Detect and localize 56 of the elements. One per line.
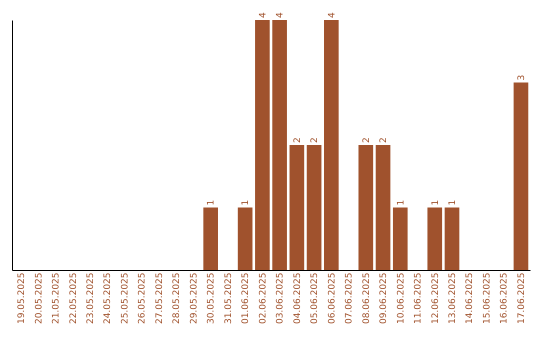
- bar: [427, 208, 442, 270]
- x-tick-label: 13.06.2025: [448, 272, 458, 324]
- data-label: 1: [430, 200, 441, 206]
- data-label: 2: [362, 137, 372, 143]
- x-tick-label: 23.05.2025: [86, 272, 96, 324]
- bar: [272, 20, 287, 270]
- data-label: 1: [396, 200, 406, 206]
- x-tick-label: 31.05.2025: [224, 272, 234, 324]
- x-tick-label: 12.06.2025: [430, 272, 441, 324]
- x-tick-label: 06.06.2025: [327, 272, 338, 324]
- x-tick-label: 09.06.2025: [379, 272, 390, 324]
- x-tick-label: 28.05.2025: [172, 272, 182, 324]
- bar: [306, 145, 322, 270]
- x-tick-label: 07.06.2025: [344, 272, 355, 324]
- bar: [376, 145, 390, 270]
- x-tick-label: 16.06.2025: [500, 272, 510, 324]
- bar: [255, 20, 270, 270]
- bar: [444, 208, 460, 270]
- x-tick-label: 14.06.2025: [465, 272, 476, 324]
- bar: [238, 208, 252, 270]
- bar: [358, 145, 374, 270]
- bar: [203, 208, 218, 270]
- data-label: 2: [310, 137, 320, 143]
- data-label: 4: [258, 12, 268, 18]
- x-tick-label: 02.06.2025: [258, 272, 268, 324]
- x-tick-label: 04.06.2025: [292, 272, 303, 324]
- x-tick-label: 25.05.2025: [120, 272, 130, 324]
- x-tick-label: 22.05.2025: [68, 272, 79, 324]
- x-tick-label: 03.06.2025: [276, 272, 286, 324]
- data-label: 2: [292, 137, 303, 143]
- bar: [392, 208, 408, 270]
- x-tick-label: 20.05.2025: [34, 272, 44, 324]
- data-label: 4: [276, 12, 286, 18]
- bar: [290, 145, 304, 270]
- x-tick-label: 01.06.2025: [241, 272, 252, 324]
- data-label: 2: [379, 137, 390, 143]
- data-label: 1: [206, 200, 217, 206]
- x-tick-label: 26.05.2025: [138, 272, 148, 324]
- x-tick-label: 08.06.2025: [362, 272, 372, 324]
- x-tick-label: 30.05.2025: [206, 272, 217, 324]
- x-tick-label: 17.06.2025: [516, 272, 527, 324]
- bar: [514, 82, 528, 270]
- x-tick-label: 10.06.2025: [396, 272, 406, 324]
- data-label: 4: [327, 12, 338, 18]
- data-label: 1: [241, 200, 252, 206]
- x-tick-label: 21.05.2025: [52, 272, 62, 324]
- data-label: 3: [516, 74, 527, 80]
- x-tick-label: 27.05.2025: [154, 272, 165, 324]
- x-tick-label: 24.05.2025: [103, 272, 114, 324]
- x-tick-label: 19.05.2025: [17, 272, 28, 324]
- x-tick-label: 29.05.2025: [189, 272, 200, 324]
- x-tick-label: 05.06.2025: [310, 272, 320, 324]
- x-tick-label: 11.06.2025: [414, 272, 424, 324]
- data-label: 1: [448, 200, 458, 206]
- bar: [324, 20, 339, 270]
- x-tick-label: 15.06.2025: [482, 272, 492, 324]
